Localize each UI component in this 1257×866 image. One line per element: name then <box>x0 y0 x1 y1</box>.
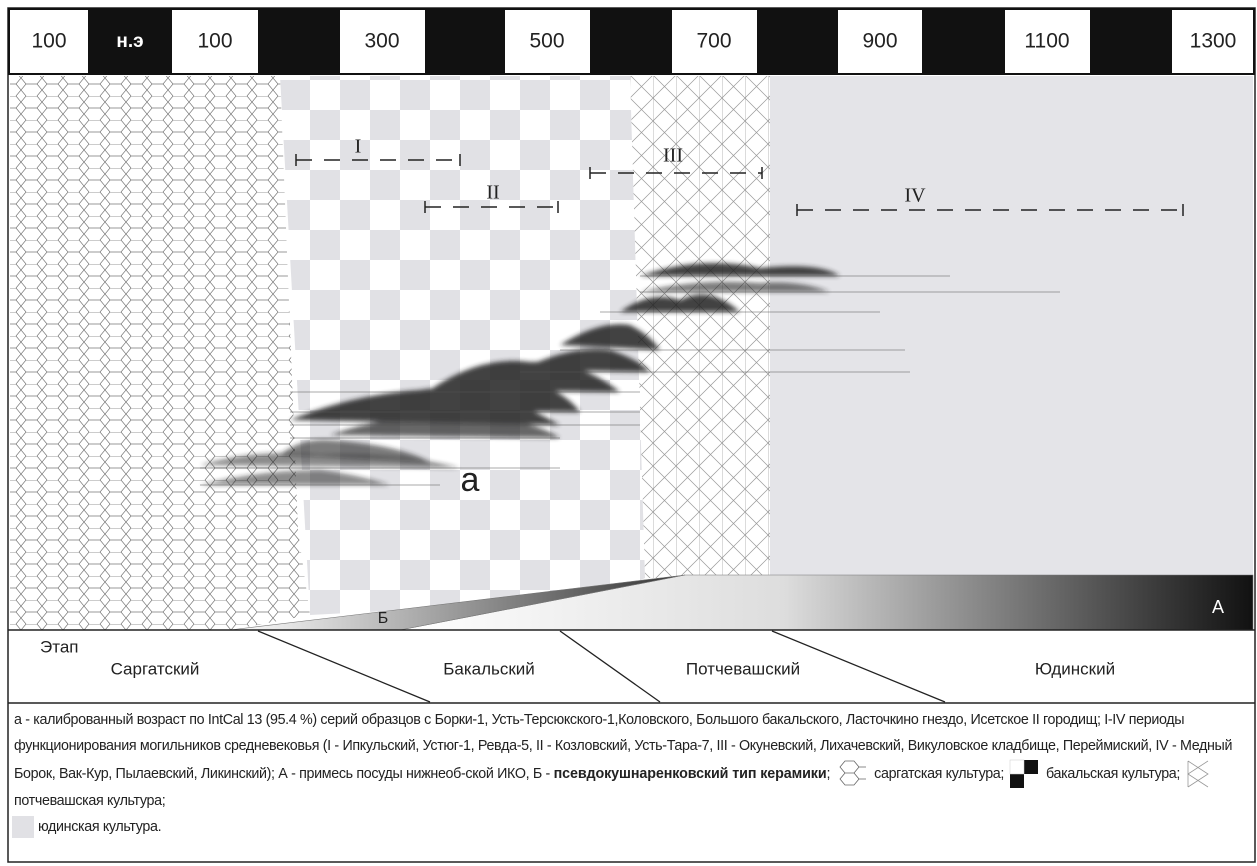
stage-boundaries <box>257 630 946 703</box>
stage-name: Бакальский <box>443 659 535 678</box>
period-label: III <box>663 145 683 167</box>
period-label: II <box>486 182 499 204</box>
timeline-label: 1100 <box>1024 30 1069 53</box>
stage-title: Этап <box>40 637 78 656</box>
icon-bakal <box>1009 759 1039 788</box>
period-label: I <box>355 136 362 158</box>
label-b: Б <box>378 610 389 627</box>
timeline-label: 900 <box>862 30 897 53</box>
period-label: IV <box>904 185 926 207</box>
timeline-label: н.э <box>116 31 143 52</box>
timeline-label: 500 <box>529 30 564 53</box>
stage-name: Юдинский <box>1035 659 1115 678</box>
icon-sargat <box>839 760 867 786</box>
caption: а - калиброванный возраст по IntCal 13 (… <box>12 708 1250 840</box>
timeline-label: 100 <box>197 30 232 53</box>
timeline-label: 100 <box>31 30 66 53</box>
legend-text: бакальская культура; <box>1046 765 1181 782</box>
label-a: а <box>461 461 480 499</box>
yudino-zone <box>770 76 1253 630</box>
icon-potchevash <box>1187 760 1209 788</box>
legend-text: саргатская культура; <box>874 765 1005 782</box>
density-plots <box>200 263 840 485</box>
caption-bold: псевдокушнаренковский тип керамики <box>553 765 827 782</box>
period-ranges <box>295 154 1184 216</box>
stage-name: Саргатский <box>111 659 200 678</box>
icon-yudino <box>12 815 34 838</box>
legend-text: юдинская культура. <box>38 818 162 835</box>
sargat-zone <box>10 76 310 630</box>
caption-text: а - калиброванный возраст по IntCal 13 (… <box>14 712 1233 782</box>
legend-text: потчевашская культура; <box>14 793 166 809</box>
label-A: А <box>1212 597 1224 617</box>
timeline-label: 300 <box>364 30 399 53</box>
timeline-label: 700 <box>696 30 731 53</box>
caption-sep: ; <box>826 765 831 782</box>
stage-name: Потчевашский <box>686 659 800 678</box>
sample-lines <box>200 275 1060 486</box>
timeline-label: 1300 <box>1190 30 1237 53</box>
potchevash-zone <box>630 76 770 578</box>
timeline-boxes <box>10 10 1253 73</box>
